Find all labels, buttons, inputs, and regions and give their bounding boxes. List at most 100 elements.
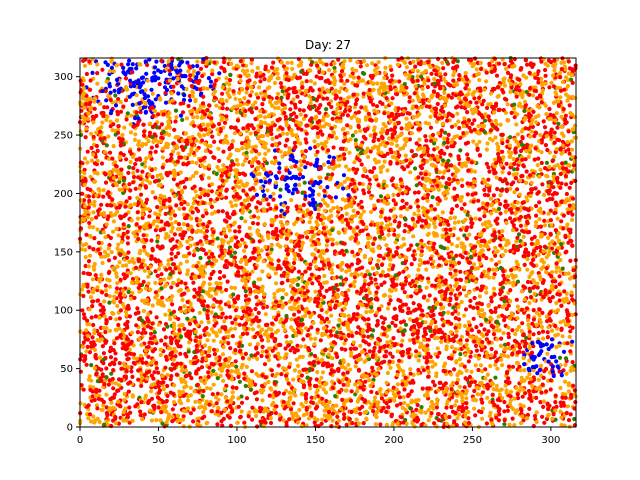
scatter-point [169,229,174,234]
scatter-point [78,169,83,174]
scatter-point [492,328,497,333]
scatter-point [109,400,114,405]
scatter-point [81,387,86,392]
scatter-point [284,334,289,339]
scatter-point [127,66,132,72]
scatter-point [85,271,90,276]
scatter-point [200,356,205,361]
scatter-point [245,331,250,336]
scatter-point [185,316,190,321]
scatter-point [388,64,393,69]
scatter-point [285,131,290,136]
scatter-point [539,160,544,166]
scatter-point [455,416,460,421]
scatter-point [206,175,211,180]
scatter-point [477,254,482,260]
scatter-point [371,349,376,354]
scatter-point [301,202,306,208]
scatter-point [90,389,95,394]
scatter-point [296,363,301,368]
scatter-point [87,245,92,250]
scatter-point [390,354,395,359]
scatter-point [495,357,501,362]
scatter-point [289,317,294,322]
scatter-point [549,80,554,85]
scatter-point [146,207,151,212]
scatter-point [355,210,360,215]
scatter-point [553,284,558,289]
scatter-point [152,65,158,70]
scatter-point [206,255,212,260]
scatter-point [531,109,536,114]
scatter-point [291,158,296,163]
scatter-point [123,184,128,189]
scatter-point [361,94,366,99]
scatter-point [392,117,397,122]
scatter-point [441,170,446,175]
scatter-point [502,62,507,67]
scatter-point [421,368,426,373]
scatter-point [307,220,312,225]
scatter-point [295,414,300,419]
scatter-point [448,291,454,296]
scatter-point [335,180,340,186]
scatter-point [465,110,470,115]
scatter-point [315,142,320,147]
scatter-point [143,110,148,115]
scatter-point [407,121,412,126]
scatter-point [149,168,154,173]
scatter-point [521,200,527,205]
scatter-point [531,62,536,67]
scatter-point [250,417,255,422]
scatter-point [503,177,508,182]
scatter-point [335,102,340,107]
scatter-point [285,205,290,210]
scatter-point [427,223,432,228]
scatter-point [130,393,135,398]
scatter-point [477,139,482,144]
scatter-point [526,154,531,159]
scatter-point [310,281,315,286]
scatter-point [280,295,285,300]
scatter-point [291,111,296,116]
scatter-point [525,416,530,421]
scatter-point [454,359,459,364]
scatter-point [479,322,484,327]
scatter-point [224,76,229,81]
scatter-point [224,187,229,192]
scatter-point [295,94,300,99]
scatter-point [545,351,550,356]
scatter-point [554,111,559,116]
scatter-point [402,400,407,406]
scatter-point [184,86,189,92]
scatter-point [403,322,409,327]
scatter-point [161,227,167,232]
scatter-point [541,336,546,341]
scatter-point [274,95,280,101]
scatter-point [91,134,96,140]
scatter-point [356,110,361,115]
scatter-point [503,209,508,214]
scatter-point [91,120,96,125]
scatter-point [442,297,447,302]
scatter-point [114,274,119,279]
scatter-point [373,422,378,427]
scatter-point [449,210,454,215]
scatter-point [566,147,571,152]
scatter-point [415,402,420,408]
scatter-point [232,250,238,255]
scatter-point [327,400,332,405]
scatter-point [197,400,202,405]
scatter-point [525,267,530,272]
scatter-point [372,399,377,404]
scatter-point [129,113,134,118]
scatter-point [314,377,319,382]
scatter-point [134,93,139,98]
scatter-point [559,181,564,186]
scatter-point [98,302,103,307]
scatter-point [453,272,458,277]
scatter-point [322,208,327,213]
scatter-point [154,315,159,320]
scatter-point [100,344,105,349]
scatter-point [260,102,265,107]
